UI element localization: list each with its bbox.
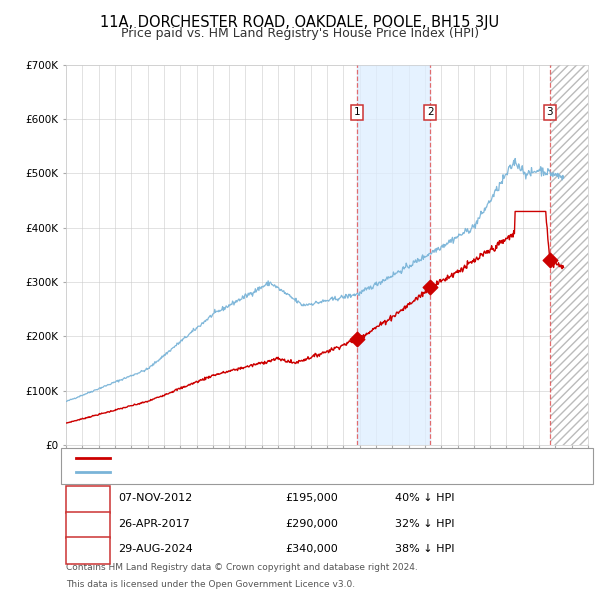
Text: 2: 2: [85, 519, 92, 529]
Text: 11A, DORCHESTER ROAD, OAKDALE, POOLE, BH15 3JU: 11A, DORCHESTER ROAD, OAKDALE, POOLE, BH…: [100, 15, 500, 30]
Text: 11A, DORCHESTER ROAD, OAKDALE, POOLE, BH15 3JU (detached house): 11A, DORCHESTER ROAD, OAKDALE, POOLE, BH…: [116, 453, 521, 463]
FancyBboxPatch shape: [66, 537, 110, 563]
Text: £340,000: £340,000: [285, 544, 338, 554]
Text: HPI: Average price, detached house, Bournemouth Christchurch and Poole: HPI: Average price, detached house, Bour…: [116, 467, 530, 477]
Text: 32% ↓ HPI: 32% ↓ HPI: [395, 519, 454, 529]
Text: £290,000: £290,000: [285, 519, 338, 529]
Point: [352, 335, 362, 344]
Text: This data is licensed under the Open Government Licence v3.0.: This data is licensed under the Open Gov…: [66, 580, 355, 589]
FancyBboxPatch shape: [66, 512, 110, 538]
Bar: [550, 65, 588, 445]
Bar: [357, 65, 430, 445]
Text: 26-APR-2017: 26-APR-2017: [118, 519, 190, 529]
Text: 2: 2: [427, 107, 433, 117]
Text: 3: 3: [547, 107, 553, 117]
Text: Contains HM Land Registry data © Crown copyright and database right 2024.: Contains HM Land Registry data © Crown c…: [66, 562, 418, 572]
FancyBboxPatch shape: [66, 486, 110, 513]
Text: 3: 3: [85, 544, 92, 554]
Text: 38% ↓ HPI: 38% ↓ HPI: [395, 544, 454, 554]
Text: Price paid vs. HM Land Registry's House Price Index (HPI): Price paid vs. HM Land Registry's House …: [121, 27, 479, 40]
Point: [425, 283, 435, 292]
Text: 07-NOV-2012: 07-NOV-2012: [118, 493, 193, 503]
Text: 29-AUG-2024: 29-AUG-2024: [118, 544, 193, 554]
Text: 1: 1: [85, 493, 92, 503]
Text: £195,000: £195,000: [285, 493, 338, 503]
Text: 1: 1: [354, 107, 361, 117]
Text: 40% ↓ HPI: 40% ↓ HPI: [395, 493, 454, 503]
FancyBboxPatch shape: [61, 448, 593, 484]
Point: [545, 255, 554, 265]
